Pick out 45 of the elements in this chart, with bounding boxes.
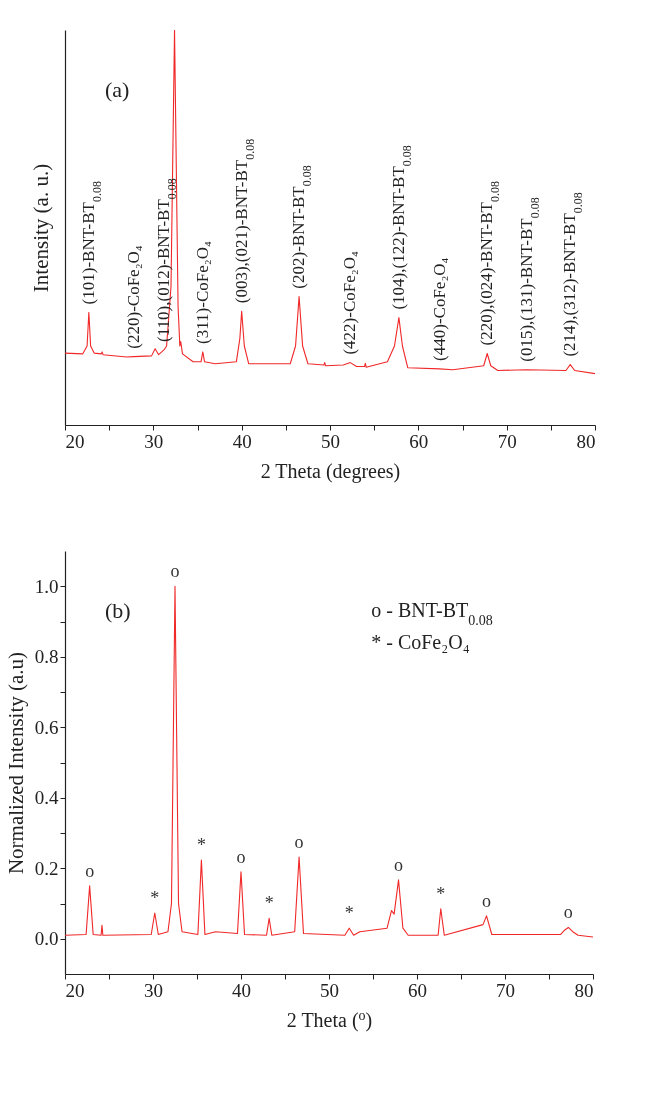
x-tick-label: 70	[497, 430, 517, 452]
annotation: o	[236, 846, 246, 867]
y-tick-label: 0.8	[34, 646, 59, 668]
annotation: (440)-CoFe₂O₄	[429, 257, 449, 361]
annotation: (422)-CoFe₂O₄	[340, 251, 360, 355]
x-tick-label: 30	[144, 979, 163, 1001]
annotation: o	[563, 902, 573, 923]
y-tick-label: 0.0	[34, 928, 59, 950]
annotation: o	[85, 860, 95, 881]
annotation: o	[294, 831, 304, 852]
y-tick-label: 0.2	[34, 857, 59, 879]
x-tick-label: 60	[409, 430, 429, 452]
annotation: *	[344, 903, 354, 924]
x-tick-label: 40	[232, 979, 251, 1001]
x-tick-label: 30	[144, 430, 164, 452]
x-tick-label: 40	[232, 430, 252, 452]
annotation: o	[170, 561, 180, 582]
annotation: o - BNT-BT$_{0.08}$	[371, 599, 493, 628]
y-axis-title: Normalized Intensity (a.u)	[3, 651, 28, 875]
annotation: (b)	[105, 598, 131, 623]
y-tick-label: 1.0	[34, 575, 59, 597]
annotation: (a)	[105, 77, 130, 102]
annotation: *	[436, 883, 446, 904]
y-tick-label: 0.6	[34, 716, 59, 738]
x-tick-label: 20	[65, 979, 85, 1001]
x-tick-label: 20	[65, 430, 85, 452]
annotation: *	[150, 888, 160, 909]
x-tick-label: 50	[321, 430, 340, 452]
x-tick-label: 60	[408, 979, 427, 1001]
line-series	[65, 585, 593, 938]
x-tick-label: 80	[574, 979, 594, 1001]
x-tick-label: 70	[496, 979, 515, 1001]
annotation: (220)-CoFe₂O₄	[123, 245, 143, 349]
annotation: (311)-CoFe₂O₄	[192, 241, 212, 344]
annotation: o	[394, 854, 404, 875]
y-axis-title: Intensity (a. u.)	[28, 163, 53, 293]
x-axis-title: 2 Theta ($^{o}$)	[286, 1007, 373, 1032]
annotation: *	[264, 893, 274, 914]
x-axis-title: 2 Theta (degrees)	[260, 459, 401, 483]
annotation: *	[196, 835, 206, 856]
annotation: * - CoFe₂O₄	[371, 631, 470, 653]
y-tick-label: 0.4	[34, 787, 59, 809]
x-tick-label: 50	[320, 979, 339, 1001]
annotation: o	[482, 890, 492, 911]
x-tick-label: 80	[576, 430, 596, 452]
